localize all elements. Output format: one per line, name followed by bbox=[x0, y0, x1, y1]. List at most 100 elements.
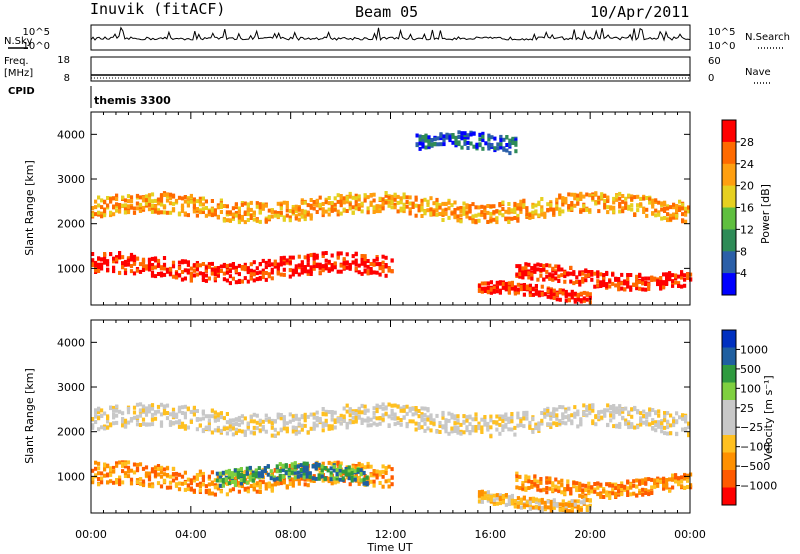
range-gate-cell bbox=[100, 476, 104, 481]
range-gate-cell bbox=[596, 270, 600, 275]
range-gate-cell bbox=[150, 422, 155, 427]
range-gate-cell bbox=[312, 202, 316, 207]
range-gate-cell bbox=[453, 211, 457, 215]
range-gate-cell bbox=[650, 485, 654, 490]
range-gate-cell bbox=[109, 406, 113, 411]
range-gate-cell bbox=[303, 267, 307, 272]
range-gate-cell bbox=[324, 209, 328, 214]
range-gate-cell bbox=[350, 467, 354, 472]
range-gate-cell bbox=[348, 262, 352, 267]
range-gate-cell bbox=[369, 200, 373, 205]
range-gate-cell bbox=[216, 412, 220, 417]
range-gate-cell bbox=[630, 203, 634, 208]
range-gate-cell bbox=[153, 198, 158, 203]
range-gate-cell bbox=[393, 403, 397, 408]
range-gate-cell bbox=[285, 426, 289, 431]
range-gate-cell bbox=[549, 499, 553, 504]
range-gate-cell bbox=[680, 272, 684, 277]
range-gate-cell bbox=[558, 419, 562, 423]
range-gate-cell bbox=[435, 208, 439, 213]
range-gate-cell bbox=[219, 269, 223, 273]
range-gate-cell bbox=[302, 475, 306, 480]
range-gate-cell bbox=[97, 269, 101, 273]
range-gate-cell bbox=[351, 260, 355, 265]
range-gate-cell bbox=[671, 273, 675, 278]
range-gate-cell bbox=[471, 417, 475, 422]
range-gate-cell bbox=[396, 200, 400, 205]
range-gate-cell bbox=[115, 420, 119, 425]
range-gate-cell bbox=[150, 256, 155, 261]
range-gate-cell bbox=[480, 212, 484, 217]
range-gate-cell bbox=[489, 204, 493, 209]
range-gate-cell bbox=[207, 209, 211, 214]
range-gate-cell bbox=[339, 199, 343, 204]
range-gate-cell bbox=[663, 418, 667, 423]
range-gate-cell bbox=[573, 291, 577, 296]
range-gate-cell bbox=[97, 416, 101, 421]
range-gate-cell bbox=[123, 259, 128, 264]
range-gate-cell bbox=[450, 415, 454, 420]
range-gate-cell bbox=[612, 424, 616, 429]
range-gate-cell bbox=[612, 409, 616, 414]
range-gate-cell bbox=[348, 206, 352, 211]
range-gate-cell bbox=[384, 468, 388, 473]
range-gate-cell bbox=[168, 422, 173, 427]
range-gate-cell bbox=[263, 469, 267, 474]
colorbar-segment bbox=[722, 273, 736, 296]
range-gate-cell bbox=[123, 271, 128, 276]
range-gate-cell bbox=[300, 267, 304, 272]
range-gate-cell bbox=[267, 263, 271, 268]
range-gate-cell bbox=[339, 461, 343, 466]
range-gate-cell bbox=[471, 202, 475, 207]
range-gate-cell bbox=[439, 133, 443, 138]
range-gate-cell bbox=[390, 269, 394, 274]
range-gate-cell bbox=[216, 268, 220, 273]
range-gate-cell bbox=[147, 200, 152, 205]
range-gate-cell bbox=[543, 214, 547, 219]
range-gate-cell bbox=[282, 480, 286, 485]
range-gate-cell bbox=[522, 198, 526, 203]
range-gate-cell bbox=[564, 198, 568, 203]
range-gate-cell bbox=[444, 207, 448, 212]
range-gate-cell bbox=[492, 286, 496, 290]
range-gate-cell bbox=[560, 482, 564, 487]
range-gate-cell bbox=[255, 413, 259, 418]
range-gate-cell bbox=[420, 418, 424, 423]
range-gate-cell bbox=[459, 219, 463, 224]
range-gate-cell bbox=[540, 421, 544, 426]
range-gate-cell bbox=[357, 406, 361, 411]
range-gate-cell bbox=[362, 470, 366, 475]
range-gate-cell bbox=[336, 209, 340, 214]
range-gate-cell bbox=[353, 469, 357, 474]
range-gate-cell bbox=[445, 132, 449, 137]
range-gate-cell bbox=[91, 468, 95, 473]
range-band-2 bbox=[215, 461, 369, 488]
range-gate-cell bbox=[490, 135, 494, 140]
range-gate-cell bbox=[684, 219, 688, 224]
range-gate-cell bbox=[504, 209, 508, 214]
range-gate-cell bbox=[567, 500, 571, 505]
range-gate-cell bbox=[516, 411, 520, 416]
range-gate-cell bbox=[468, 422, 472, 427]
range-gate-cell bbox=[672, 205, 676, 210]
range-gate-cell bbox=[246, 202, 250, 207]
range-gate-cell bbox=[525, 416, 529, 421]
range-gate-cell bbox=[375, 473, 379, 478]
range-gate-cell bbox=[621, 409, 625, 414]
range-gate-cell bbox=[207, 488, 211, 493]
range-gate-cell bbox=[605, 284, 609, 289]
range-gate-cell bbox=[537, 290, 541, 295]
range-gate-cell bbox=[237, 278, 241, 283]
range-gate-cell bbox=[390, 416, 394, 421]
range-gate-cell bbox=[351, 210, 355, 215]
range-gate-cell bbox=[129, 205, 134, 210]
range-gate-cell bbox=[288, 218, 292, 223]
range-gate-cell bbox=[584, 495, 588, 500]
range-gate-cell bbox=[530, 270, 534, 275]
range-gate-cell bbox=[369, 262, 373, 266]
range-gate-cell bbox=[171, 413, 176, 418]
range-gate-cell bbox=[284, 464, 288, 469]
range-gate-cell bbox=[570, 292, 574, 297]
range-gate-cell bbox=[309, 412, 313, 417]
range-gate-cell bbox=[615, 197, 619, 202]
